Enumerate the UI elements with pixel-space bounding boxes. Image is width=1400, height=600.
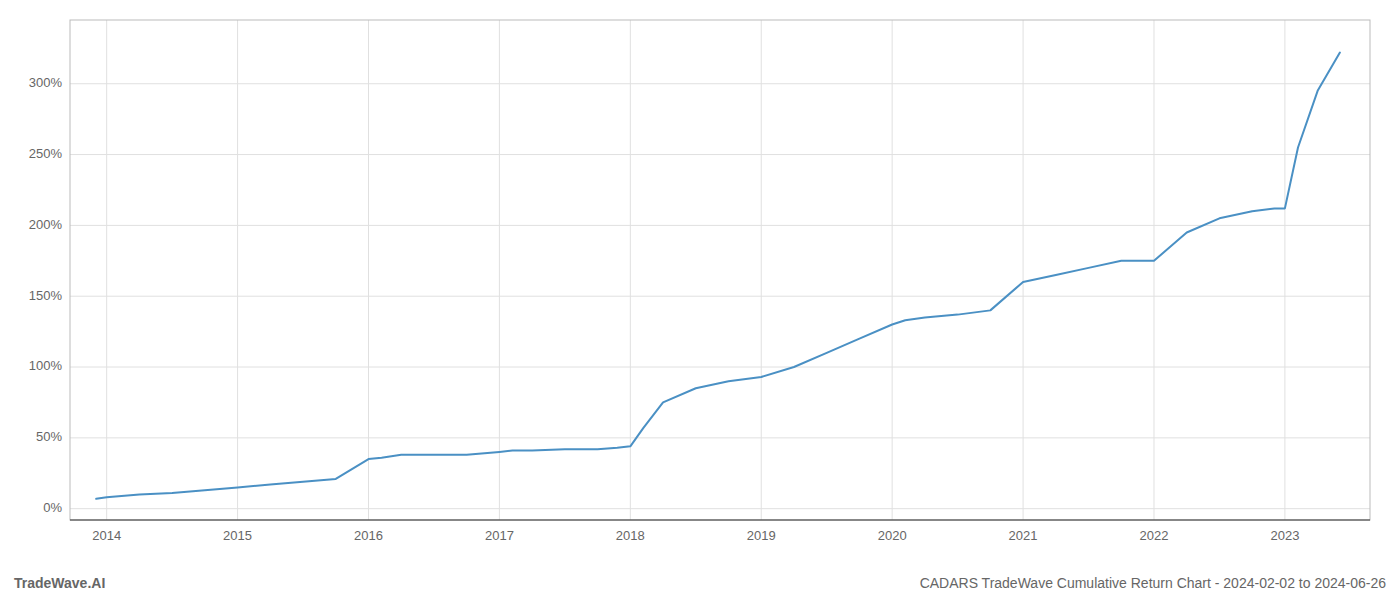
- plot-frame: [70, 20, 1370, 520]
- x-grid-line: [1153, 20, 1154, 520]
- x-tick-label: 2020: [878, 528, 907, 543]
- y-tick-label: 0%: [43, 500, 62, 515]
- y-tick-label: 300%: [29, 75, 63, 90]
- x-grid-line: [499, 20, 500, 520]
- y-grid-line: [70, 367, 1370, 368]
- y-grid-line: [70, 508, 1370, 509]
- x-tick-label: 2023: [1270, 528, 1299, 543]
- x-grid-line: [106, 20, 107, 520]
- y-grid-line: [70, 437, 1370, 438]
- x-axis-line: [70, 519, 1370, 520]
- y-grid-line: [70, 154, 1370, 155]
- x-tick-label: 2016: [354, 528, 383, 543]
- footer-right: CADARS TradeWave Cumulative Return Chart…: [920, 575, 1387, 591]
- x-tick-label: 2019: [747, 528, 776, 543]
- grid: [70, 20, 1370, 520]
- y-grid-line: [70, 296, 1370, 297]
- footer-left: TradeWave.AI: [14, 575, 105, 591]
- x-tick-label: 2021: [1009, 528, 1038, 543]
- y-tick-label: 150%: [29, 288, 63, 303]
- x-tick-label: 2018: [616, 528, 645, 543]
- y-grid-line: [70, 225, 1370, 226]
- x-grid-line: [237, 20, 238, 520]
- x-grid-line: [368, 20, 369, 520]
- y-tick-label: 50%: [36, 429, 62, 444]
- x-tick-label: 2017: [485, 528, 514, 543]
- x-tick-label: 2022: [1140, 528, 1169, 543]
- line: [96, 53, 1340, 499]
- x-tick-label: 2015: [223, 528, 252, 543]
- x-grid-line: [761, 20, 762, 520]
- series: [96, 53, 1340, 499]
- y-tick-label: 250%: [29, 146, 63, 161]
- y-grid-line: [70, 83, 1370, 84]
- chart: 0% 50% 100% 150% 200% 250% 300% 2014 2015 2016 201…: [0, 0, 1400, 600]
- x-grid-line: [892, 20, 893, 520]
- x-tick-label: 2014: [92, 528, 121, 543]
- axes: 0% 50% 100% 150% 200% 250% 300% 2014 2015 2016 201…: [29, 20, 1370, 543]
- y-tick-label: 100%: [29, 358, 63, 373]
- x-grid-line: [1023, 20, 1024, 520]
- x-grid-line: [1284, 20, 1285, 520]
- y-tick-label: 200%: [29, 217, 63, 232]
